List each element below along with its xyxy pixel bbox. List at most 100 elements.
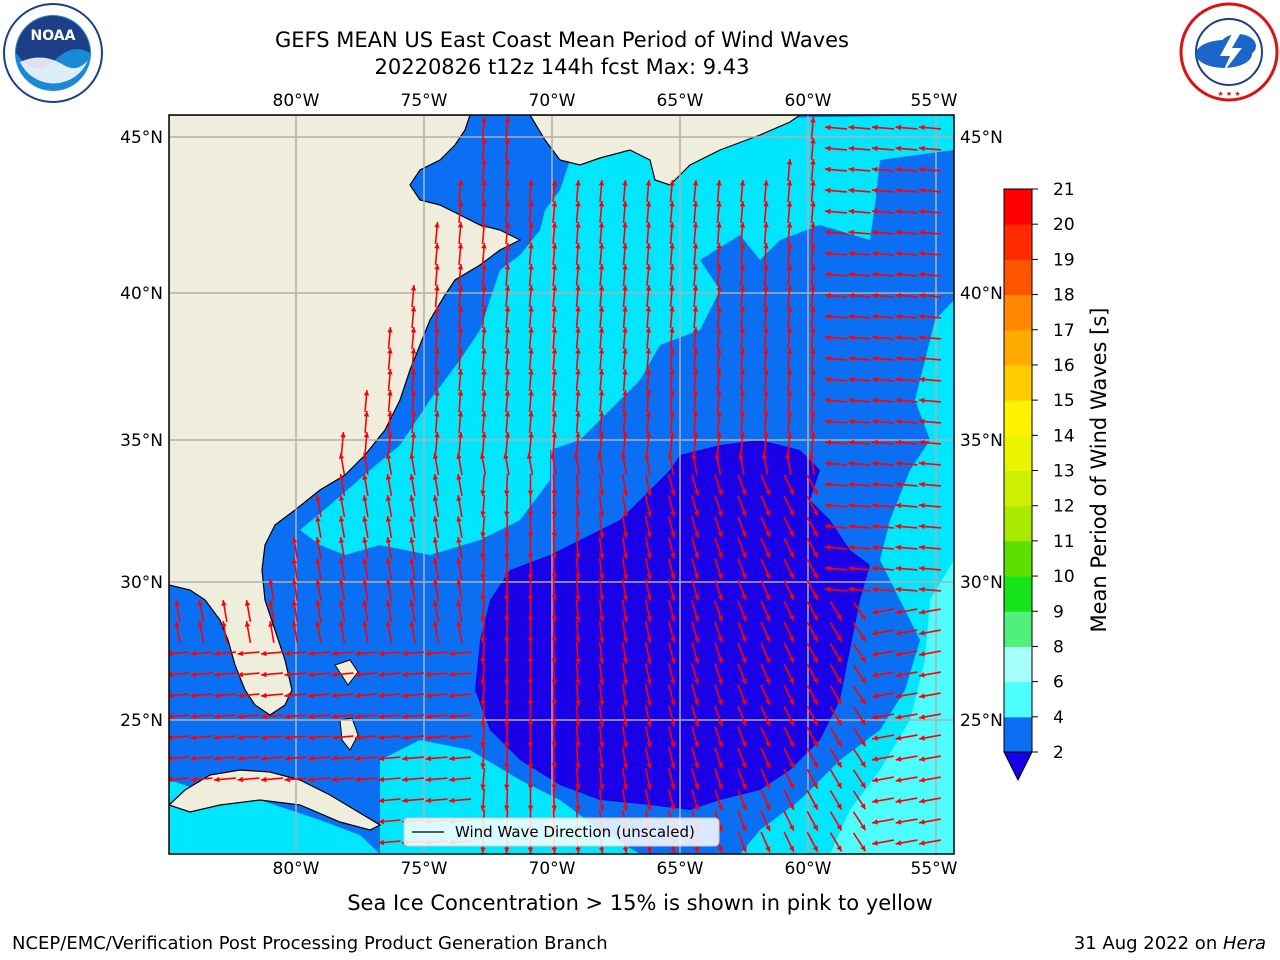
wind-wave-arrowhead: [646, 804, 652, 811]
wind-wave-arrowhead: [860, 656, 866, 663]
wind-wave-arrowhead: [895, 355, 902, 362]
wind-wave-arrowhead: [432, 474, 439, 480]
wind-wave-arrowhead: [717, 846, 723, 853]
wind-wave-arrowhead: [812, 509, 818, 516]
wind-wave-arrowhead: [551, 721, 557, 727]
wind-wave-arrowhead: [848, 292, 855, 299]
wind-wave-arrowhead: [575, 390, 581, 396]
wind-wave-arrowhead: [598, 616, 605, 622]
wind-wave-arrowhead: [331, 734, 338, 741]
wind-wave-arrowhead: [551, 306, 558, 312]
wind-wave-arrowhead: [786, 201, 793, 207]
wind-wave-arrowhead: [378, 671, 385, 678]
wind-wave-arrowhead: [385, 537, 392, 543]
wind-wave-arrowhead: [825, 586, 831, 593]
wind-wave-arrowhead: [425, 734, 432, 741]
wind-wave-arrowhead: [432, 516, 439, 522]
wind-wave-arrowhead: [895, 502, 902, 509]
lon-label-top: 70°W: [529, 91, 576, 111]
wind-wave-arrowhead: [169, 776, 173, 783]
wind-wave-arrowhead: [527, 616, 534, 622]
wind-wave-arrowhead: [895, 334, 902, 341]
wind-wave-arrowhead: [848, 418, 855, 425]
wind-wave-arrowhead: [810, 243, 816, 249]
wind-wave-arrowhead: [315, 600, 321, 606]
wind-wave-arrowhead: [504, 595, 510, 601]
wind-wave-arrowhead: [598, 784, 605, 790]
wind-wave-arrowhead: [481, 411, 487, 417]
wave-period-region-under-2: [475, 440, 870, 810]
wind-wave-arrowhead: [848, 187, 855, 194]
wind-wave-arrowhead: [402, 776, 408, 783]
wind-wave-arrowhead: [575, 243, 581, 249]
wind-wave-arrowhead: [786, 180, 793, 186]
wind-wave-arrowhead: [291, 579, 298, 585]
wind-wave-arrowhead: [836, 677, 842, 684]
wind-wave-arrowhead: [872, 355, 878, 362]
wind-wave-arrowhead: [575, 847, 581, 853]
wind-wave-arrowhead: [763, 369, 769, 375]
wind-wave-arrowhead: [716, 306, 722, 312]
lat-labels-right: 45°N 40°N 35°N 30°N 25°N: [960, 128, 1003, 731]
wind-wave-arrowhead: [670, 594, 676, 601]
wind-wave-arrowhead: [836, 803, 842, 810]
wind-wave-arrowhead: [812, 719, 818, 726]
footer-date-text: 31 Aug 2022 on: [1073, 933, 1223, 954]
wind-wave-arrowhead: [812, 656, 818, 663]
wind-wave-arrowhead: [261, 734, 267, 741]
wind-wave-arrowhead: [895, 187, 902, 194]
wind-wave-arrowhead: [261, 650, 267, 657]
wind-wave-arrowhead: [860, 824, 866, 831]
map-frame: [168, 114, 955, 855]
wind-wave-arrowhead: [670, 510, 676, 517]
wind-wave-arrowhead: [449, 692, 455, 699]
wind-wave-arrowhead: [872, 292, 878, 299]
wind-wave-arrowhead: [919, 714, 925, 720]
wind-wave-arrowhead: [597, 453, 603, 459]
wind-wave-arrowhead: [825, 565, 831, 572]
map-legend: Wind Wave Direction (unscaled): [403, 817, 720, 847]
wind-wave-arrowhead: [669, 243, 675, 249]
nws-logo: ★ ★ ★: [1178, 2, 1280, 102]
colorbar-segment: [1004, 259, 1032, 296]
wind-wave-arrowhead: [622, 306, 628, 312]
wind-wave-arrowhead: [481, 222, 487, 228]
wind-wave-arrowhead: [174, 621, 180, 627]
wind-wave-arrowhead: [646, 846, 652, 853]
wind-wave-arrowhead: [503, 453, 509, 459]
wind-wave-arrowhead: [362, 600, 368, 606]
wind-wave-arrowhead: [237, 671, 244, 678]
wind-wave-arrowhead: [456, 495, 462, 501]
wind-wave-arrowhead: [551, 490, 557, 496]
wind-wave-arrowhead: [457, 390, 464, 396]
wind-wave-arrowhead: [919, 481, 925, 488]
wind-wave-arrowhead: [739, 348, 746, 354]
wind-wave-arrowhead: [504, 637, 510, 643]
wind-wave-arrowhead: [692, 180, 699, 186]
wind-wave-arrowhead: [738, 453, 744, 459]
wind-wave-arrowhead: [848, 544, 855, 551]
colorbar-tick-label: 9: [1053, 602, 1064, 622]
wind-wave-arrowhead: [825, 292, 831, 299]
wind-wave-arrowhead: [410, 306, 417, 312]
wind-wave-arrowhead: [693, 720, 700, 727]
wind-wave-arrowhead: [575, 264, 581, 270]
wind-wave-arrowhead: [872, 714, 878, 720]
wind-wave-arrowhead: [575, 511, 581, 517]
wind-wave-arrowhead: [646, 657, 652, 664]
wind-wave-arrowhead: [645, 411, 652, 417]
wind-wave-arrowhead: [646, 678, 652, 685]
svg-text:★ ★ ★: ★ ★ ★: [1217, 90, 1240, 98]
colorbar-segment: [1004, 189, 1032, 225]
wind-wave-arrowhead: [895, 840, 902, 846]
wind-wave-arrowhead: [765, 615, 771, 622]
wind-wave-arrowhead: [598, 390, 605, 396]
wind-wave-arrowhead: [741, 636, 747, 643]
wind-wave-arrowhead: [872, 651, 878, 657]
wind-wave-arrowhead: [810, 306, 816, 312]
wind-wave-arrowhead: [825, 334, 831, 341]
wind-wave-arrowhead: [646, 636, 652, 643]
wind-wave-arrowhead: [362, 516, 368, 522]
wind-wave-arrowhead: [362, 537, 368, 543]
wind-wave-arrowhead: [646, 720, 652, 727]
